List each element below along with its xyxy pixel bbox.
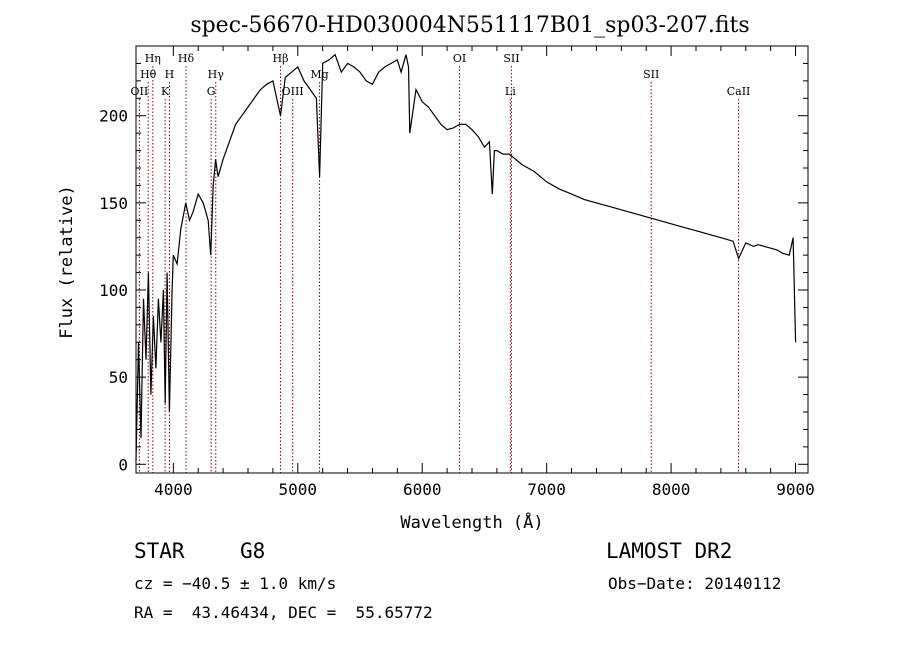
line-marker-label: OI: [453, 52, 466, 65]
line-marker-label: OIII: [282, 85, 304, 98]
x-tick-label: 7000: [527, 480, 566, 499]
y-tick-label: 200: [99, 107, 128, 126]
line-marker-label: G: [207, 85, 216, 98]
line-marker-label: Hγ: [208, 68, 225, 81]
line-marker-label: Hη: [145, 52, 161, 65]
y-tick-label: 0: [118, 455, 128, 474]
x-tick-label: 6000: [403, 480, 442, 499]
x-axis-ticks: 4000 5000 6000 7000 8000 9000: [154, 46, 815, 499]
x-tick-label: 4000: [154, 480, 193, 499]
line-marker-label: K: [161, 85, 170, 98]
y-axis-label: Flux (relative): [57, 185, 77, 339]
survey-name: LAMOST DR2: [606, 539, 733, 563]
object-subclass: G8: [240, 539, 266, 563]
redshift-text: cz = −40.5 ± 1.0 km/s: [134, 574, 337, 593]
x-tick-label: 5000: [279, 480, 318, 499]
y-tick-label: 150: [99, 194, 128, 213]
chart-title: spec-56670-HD030004N551117B01_sp03-207.f…: [190, 13, 749, 38]
line-marker-label: Hθ: [140, 68, 157, 81]
line-marker-label: Li: [505, 85, 516, 98]
line-marker-label: Mg: [310, 68, 328, 81]
line-marker-label: SII: [643, 68, 659, 81]
spectrum-line: [135, 53, 797, 461]
line-marker-label: SII: [503, 52, 519, 65]
obs-date-text: Obs−Date: 20140112: [608, 574, 782, 593]
y-tick-label: 50: [109, 368, 128, 387]
y-tick-label: 100: [99, 281, 128, 300]
x-tick-label: 9000: [776, 480, 815, 499]
line-marker-label: Hδ: [178, 52, 195, 65]
coordinates-text: RA = 43.46434, DEC = 55.65772: [134, 603, 433, 622]
object-class: STAR: [134, 539, 185, 563]
line-marker-label: CaII: [727, 85, 751, 98]
line-marker-label: OII: [131, 85, 149, 98]
line-marker-label: Hβ: [273, 52, 289, 65]
x-axis-label: Wavelength (Å): [400, 511, 543, 533]
line-markers: [138, 66, 740, 473]
plot-frame: [135, 45, 809, 474]
line-marker-label: H: [165, 68, 175, 81]
x-tick-label: 8000: [652, 480, 691, 499]
y-axis-ticks: 0 50 100 150 200: [99, 62, 808, 474]
